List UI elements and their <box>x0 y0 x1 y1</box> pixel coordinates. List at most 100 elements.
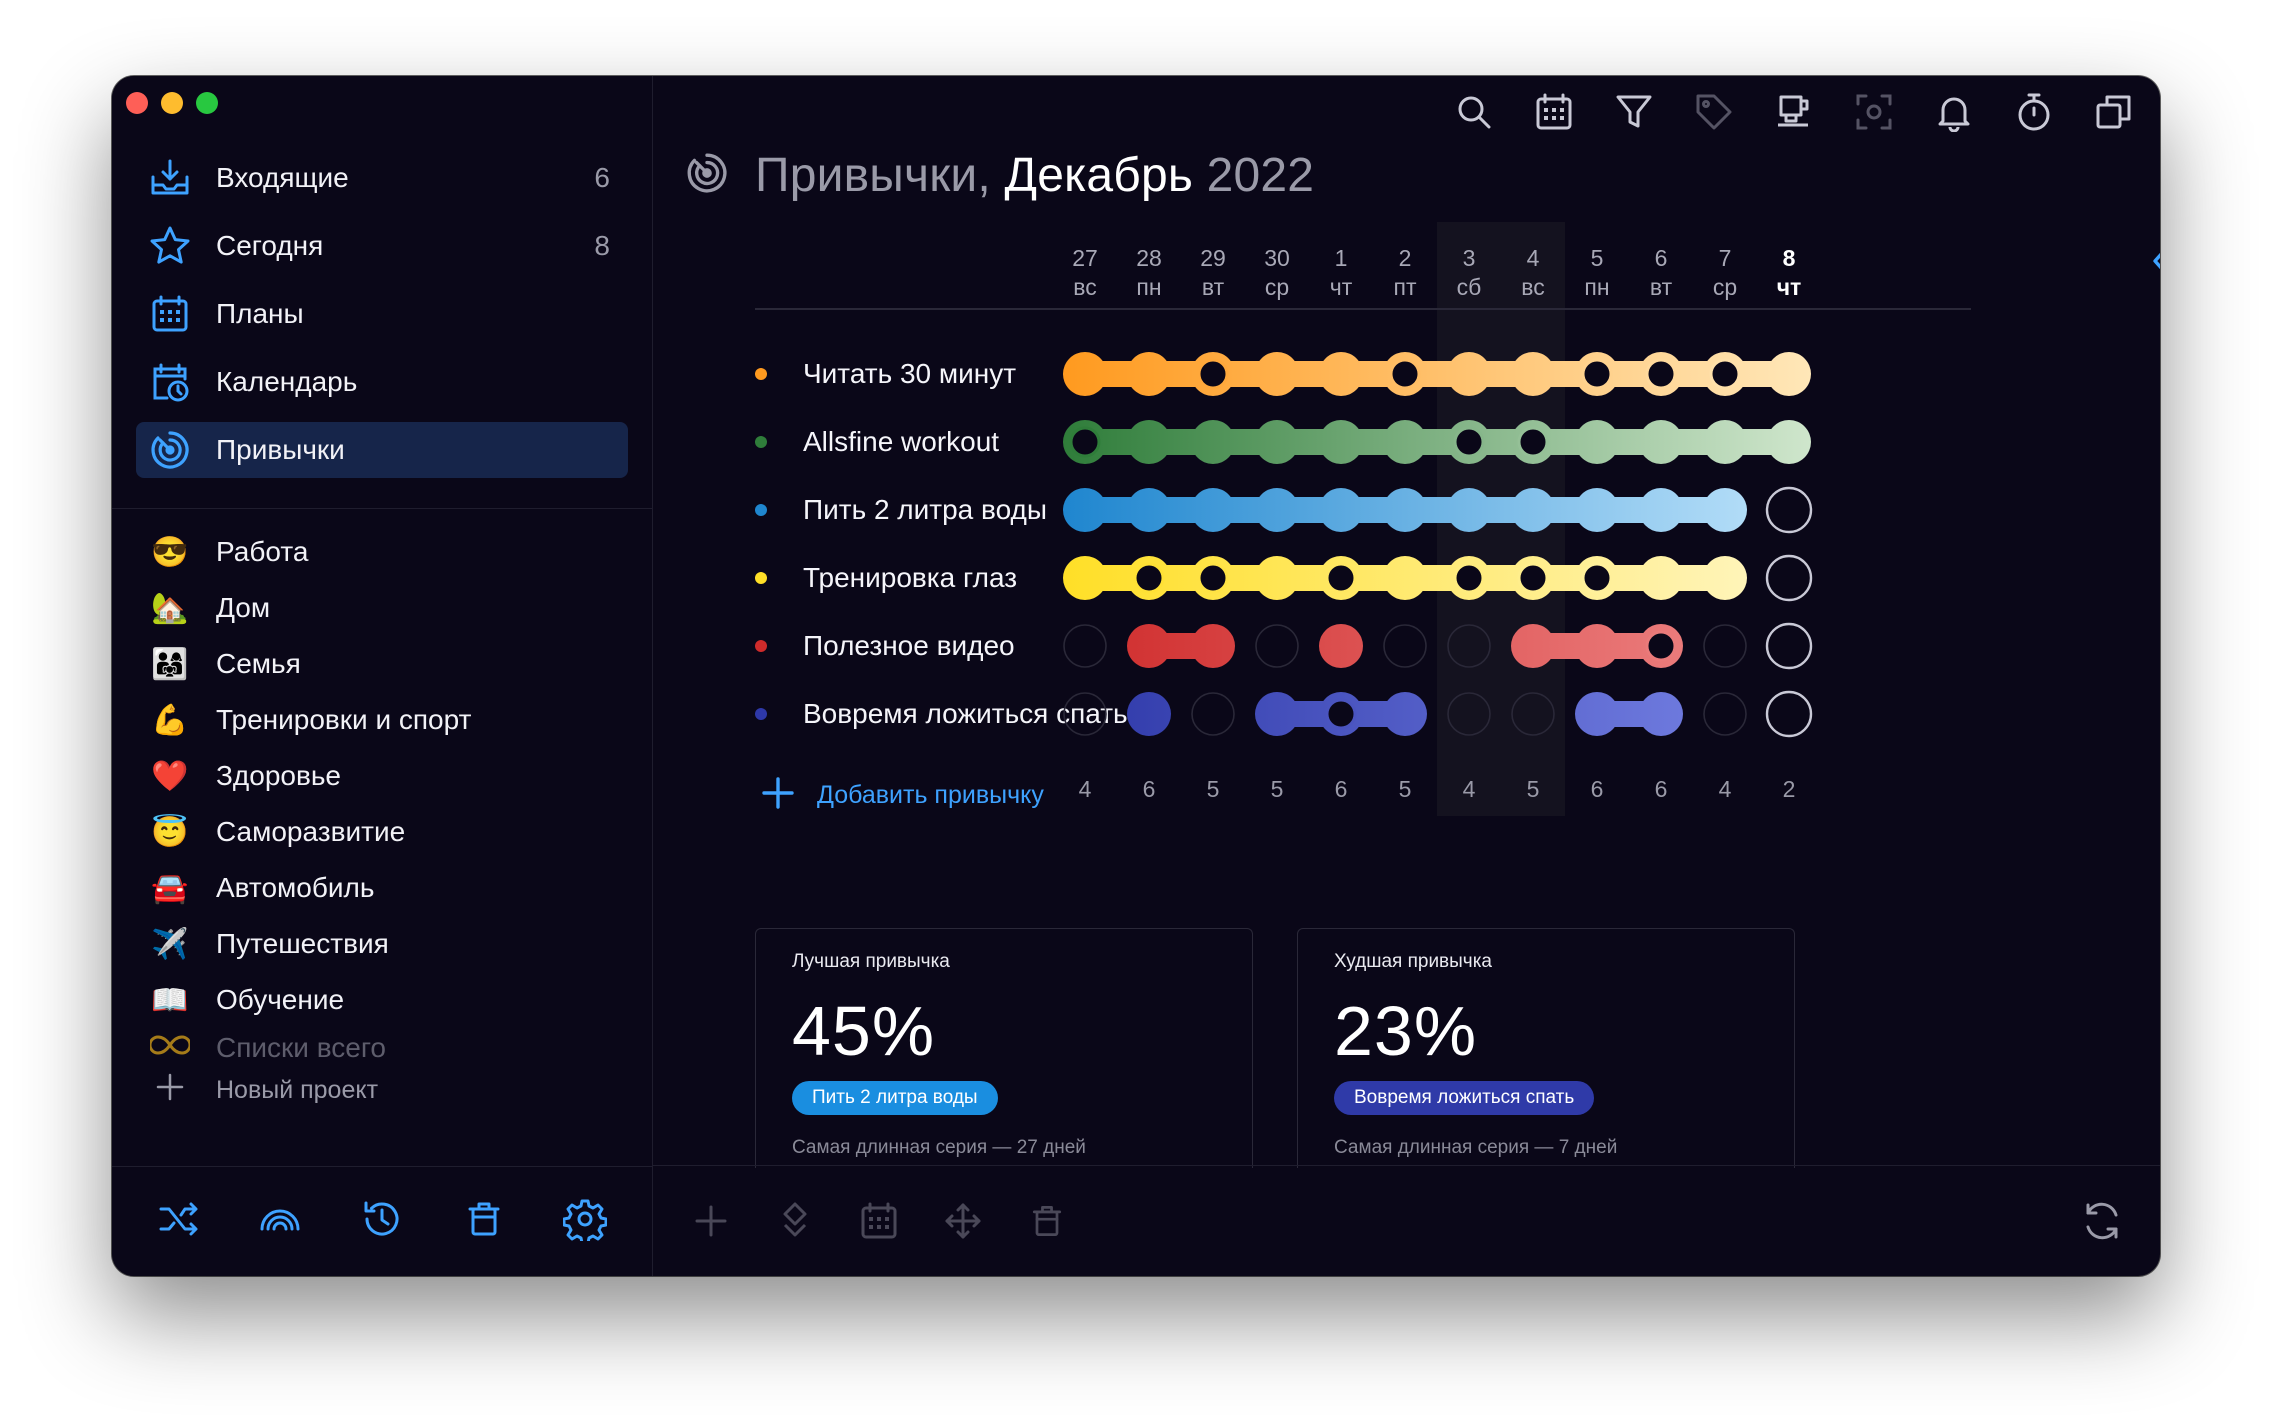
habit-day-done[interactable] <box>1127 692 1171 736</box>
close-window-button[interactable] <box>126 92 148 114</box>
project-self-development[interactable]: 😇 Саморазвитие <box>148 804 628 860</box>
best-habit-card[interactable]: Лучшая привычка 45% Пить 2 литра воды Са… <box>755 928 1253 1168</box>
project-home[interactable]: 🏡 Дом <box>148 580 628 636</box>
project-sport[interactable]: 💪 Тренировки и спорт <box>148 692 628 748</box>
day-header[interactable]: 1 чт <box>1309 244 1373 302</box>
habit-day-done[interactable] <box>1767 352 1811 396</box>
sidebar-item-plans[interactable]: Планы <box>136 286 628 342</box>
habit-streak[interactable] <box>1063 488 1747 532</box>
habit-day-done[interactable] <box>1191 624 1235 668</box>
habit-day-marker[interactable] <box>1197 358 1229 390</box>
habit-day-marker[interactable] <box>1325 562 1357 594</box>
project-lists[interactable]: Списки всего <box>148 1028 628 1068</box>
chevron-left-icon[interactable] <box>2147 246 2160 281</box>
zoom-window-button[interactable] <box>196 92 218 114</box>
day-header[interactable]: 28 пн <box>1117 244 1181 302</box>
habit-row[interactable]: Полезное видео <box>755 626 1015 666</box>
habit-day-marker[interactable] <box>1645 358 1677 390</box>
habit-row[interactable]: Читать 30 минут <box>755 354 1016 394</box>
coffee-icon[interactable] <box>1772 90 1816 134</box>
project-health[interactable]: ❤️ Здоровье <box>148 748 628 804</box>
habit-streak[interactable] <box>1575 692 1683 736</box>
habit-day-empty[interactable] <box>1383 624 1427 668</box>
habit-streak[interactable] <box>1063 556 1747 600</box>
filter-icon[interactable] <box>1612 90 1656 134</box>
habit-row[interactable]: Тренировка глаз <box>755 558 1017 598</box>
habit-row[interactable]: Allsfine workout <box>755 422 999 462</box>
day-header[interactable]: 6 вт <box>1629 244 1693 302</box>
habit-day-done[interactable] <box>1703 488 1747 532</box>
habit-day-marker[interactable] <box>1069 426 1101 458</box>
day-header[interactable]: 5 пн <box>1565 244 1629 302</box>
habit-day-empty[interactable] <box>1063 692 1107 736</box>
bell-icon[interactable] <box>1932 90 1976 134</box>
habit-streak[interactable] <box>1063 352 1811 396</box>
search-icon[interactable] <box>1452 90 1496 134</box>
habit-day-empty[interactable] <box>1447 624 1491 668</box>
calendar-icon[interactable] <box>857 1199 901 1243</box>
day-header[interactable]: 30 ср <box>1245 244 1309 302</box>
day-header[interactable]: 27 вс <box>1053 244 1117 302</box>
habit-day-empty[interactable] <box>1703 624 1747 668</box>
habit-day-done[interactable] <box>1383 692 1427 736</box>
new-project-button[interactable]: Новый проект <box>148 1068 628 1112</box>
habit-day-marker[interactable] <box>1453 562 1485 594</box>
habit-row[interactable]: Вовремя ложиться спать <box>755 694 1128 734</box>
add-icon[interactable] <box>689 1199 733 1243</box>
habit-day-empty[interactable] <box>1765 486 1813 534</box>
habit-day-empty[interactable] <box>1765 622 1813 670</box>
day-header[interactable]: 7 ср <box>1693 244 1757 302</box>
shuffle-icon[interactable] <box>157 1197 201 1246</box>
habit-day-marker[interactable] <box>1453 426 1485 458</box>
habit-streak[interactable] <box>1063 420 1811 464</box>
settings-gear-icon[interactable] <box>562 1197 608 1246</box>
habit-day-marker[interactable] <box>1581 358 1613 390</box>
move-arrows-icon[interactable] <box>941 1199 985 1243</box>
history-icon[interactable] <box>360 1197 404 1246</box>
minimize-window-button[interactable] <box>161 92 183 114</box>
rainbow-icon[interactable] <box>258 1197 302 1246</box>
habit-day-empty[interactable] <box>1703 692 1747 736</box>
diamond-move-icon[interactable] <box>773 1199 817 1243</box>
habit-streak[interactable] <box>1127 692 1171 736</box>
day-header[interactable]: 4 вс <box>1501 244 1565 302</box>
project-car[interactable]: 🚘 Автомобиль <box>148 860 628 916</box>
habit-row[interactable]: Пить 2 литра воды <box>755 490 1047 530</box>
habit-day-done[interactable] <box>1319 624 1363 668</box>
habit-day-marker[interactable] <box>1133 562 1165 594</box>
habit-day-marker[interactable] <box>1197 562 1229 594</box>
worst-habit-card[interactable]: Худшая привычка 23% Вовремя ложиться спа… <box>1297 928 1795 1168</box>
habit-day-marker[interactable] <box>1517 562 1549 594</box>
habit-day-empty[interactable] <box>1255 624 1299 668</box>
habit-day-empty[interactable] <box>1765 554 1813 602</box>
focus-icon[interactable] <box>1852 90 1896 134</box>
habit-day-empty[interactable] <box>1447 692 1491 736</box>
habit-day-marker[interactable] <box>1645 630 1677 662</box>
habit-day-done[interactable] <box>1703 556 1747 600</box>
project-travel[interactable]: ✈️ Путешествия <box>148 916 628 972</box>
project-study[interactable]: 📖 Обучение <box>148 972 628 1028</box>
habit-day-done[interactable] <box>1639 692 1683 736</box>
habit-day-marker[interactable] <box>1325 698 1357 730</box>
habit-day-done[interactable] <box>1767 420 1811 464</box>
habit-streak[interactable] <box>1319 624 1363 668</box>
add-habit-button[interactable]: Добавить привычку <box>761 776 1044 815</box>
habit-day-marker[interactable] <box>1389 358 1421 390</box>
tag-icon[interactable] <box>1692 90 1736 134</box>
calendar-icon[interactable] <box>1532 90 1576 134</box>
habit-day-marker[interactable] <box>1581 562 1613 594</box>
sidebar-item-calendar[interactable]: Календарь <box>136 354 628 410</box>
habit-day-empty[interactable] <box>1063 624 1107 668</box>
sync-icon[interactable] <box>2080 1199 2124 1248</box>
sidebar-item-inbox[interactable]: Входящие 6 <box>136 150 628 206</box>
project-work[interactable]: 😎 Работа <box>148 524 628 580</box>
habit-streak[interactable] <box>1127 624 1235 668</box>
habit-day-empty[interactable] <box>1191 692 1235 736</box>
day-header[interactable]: 3 сб <box>1437 244 1501 302</box>
day-header[interactable]: 2 пт <box>1373 244 1437 302</box>
trash-icon[interactable] <box>1025 1199 1069 1243</box>
sidebar-item-habits[interactable]: Привычки <box>136 422 628 478</box>
trash-icon[interactable] <box>462 1197 506 1246</box>
stopwatch-icon[interactable] <box>2012 90 2056 134</box>
sidebar-item-today[interactable]: Сегодня 8 <box>136 218 628 274</box>
